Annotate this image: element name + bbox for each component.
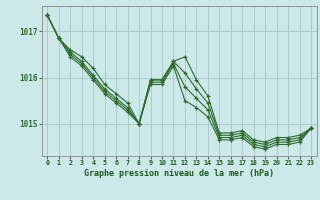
X-axis label: Graphe pression niveau de la mer (hPa): Graphe pression niveau de la mer (hPa) — [84, 169, 274, 178]
